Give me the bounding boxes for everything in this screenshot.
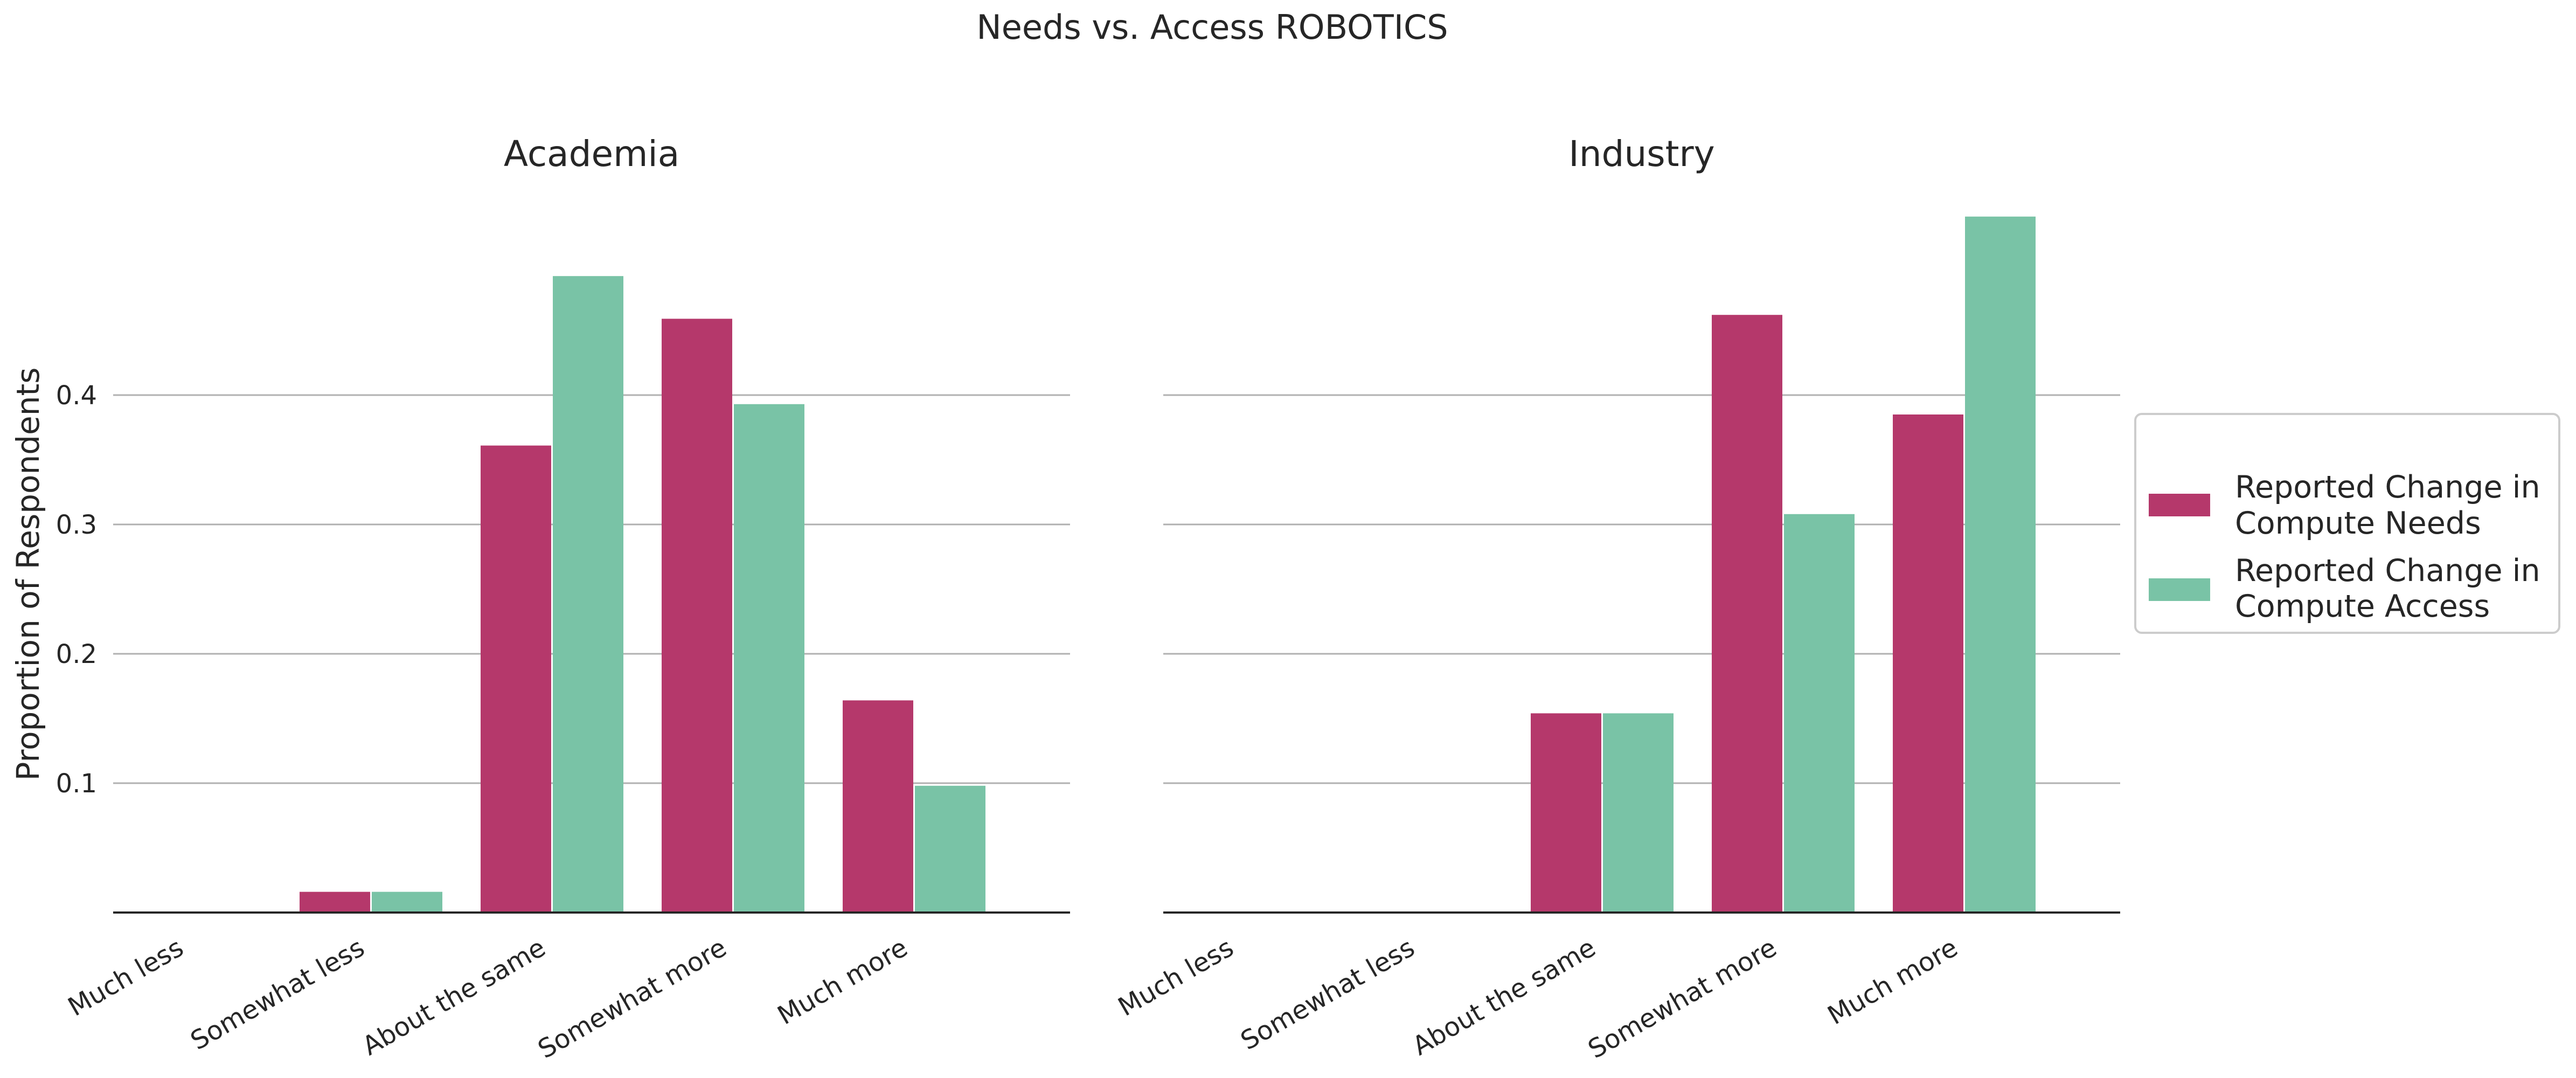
y-tick-label: 0.2 bbox=[56, 639, 97, 669]
bar-access bbox=[553, 276, 623, 913]
legend-label-access-line1: Reported Change in bbox=[2235, 553, 2540, 589]
y-tick-label: 0.3 bbox=[56, 510, 97, 540]
bar-needs bbox=[1893, 414, 1963, 913]
bar-needs bbox=[662, 319, 732, 913]
legend-swatch-access bbox=[2149, 578, 2210, 601]
panel-title-academia: Academia bbox=[504, 133, 679, 175]
x-tick-label: Somewhat more bbox=[1583, 932, 1782, 1065]
x-tick-label: Somewhat more bbox=[533, 932, 732, 1065]
legend-label-access-line2: Compute Access bbox=[2235, 589, 2490, 624]
bar-needs bbox=[300, 892, 370, 913]
x-tick-label: About the same bbox=[357, 932, 551, 1061]
x-tick-label: Somewhat less bbox=[185, 932, 370, 1056]
bar-access bbox=[1603, 713, 1674, 913]
y-tick-label: 0.4 bbox=[56, 381, 97, 411]
x-tick-label: Much more bbox=[1823, 932, 1963, 1031]
bar-access bbox=[915, 785, 985, 913]
panel-title-industry: Industry bbox=[1568, 133, 1714, 175]
x-tick-label: Somewhat less bbox=[1235, 932, 1420, 1056]
chart-title: Needs vs. Access ROBOTICS bbox=[976, 8, 1448, 47]
bar-needs bbox=[481, 445, 551, 913]
legend-frame bbox=[2134, 413, 2560, 634]
bar-access bbox=[372, 892, 442, 913]
bar-access bbox=[734, 404, 804, 913]
legend-label-needs-line1: Reported Change in bbox=[2235, 469, 2540, 505]
x-tick-label: About the same bbox=[1407, 932, 1601, 1061]
bar-needs bbox=[843, 700, 913, 913]
y-axis-label: Proportion of Respondents bbox=[10, 368, 46, 781]
x-tick-label: Much less bbox=[1113, 932, 1239, 1022]
legend-swatch-needs bbox=[2149, 494, 2210, 516]
legend: Reported Change in Compute Needs Reporte… bbox=[2134, 413, 2560, 634]
x-tick-label: Much less bbox=[63, 932, 189, 1022]
bar-needs bbox=[1712, 315, 1782, 913]
legend-label-needs-line2: Compute Needs bbox=[2235, 506, 2481, 541]
bar-access bbox=[1965, 216, 2036, 913]
y-tick-label: 0.1 bbox=[56, 769, 97, 799]
bar-access bbox=[1784, 514, 1855, 913]
x-tick-label: Much more bbox=[773, 932, 913, 1031]
bar-needs bbox=[1531, 713, 1601, 913]
